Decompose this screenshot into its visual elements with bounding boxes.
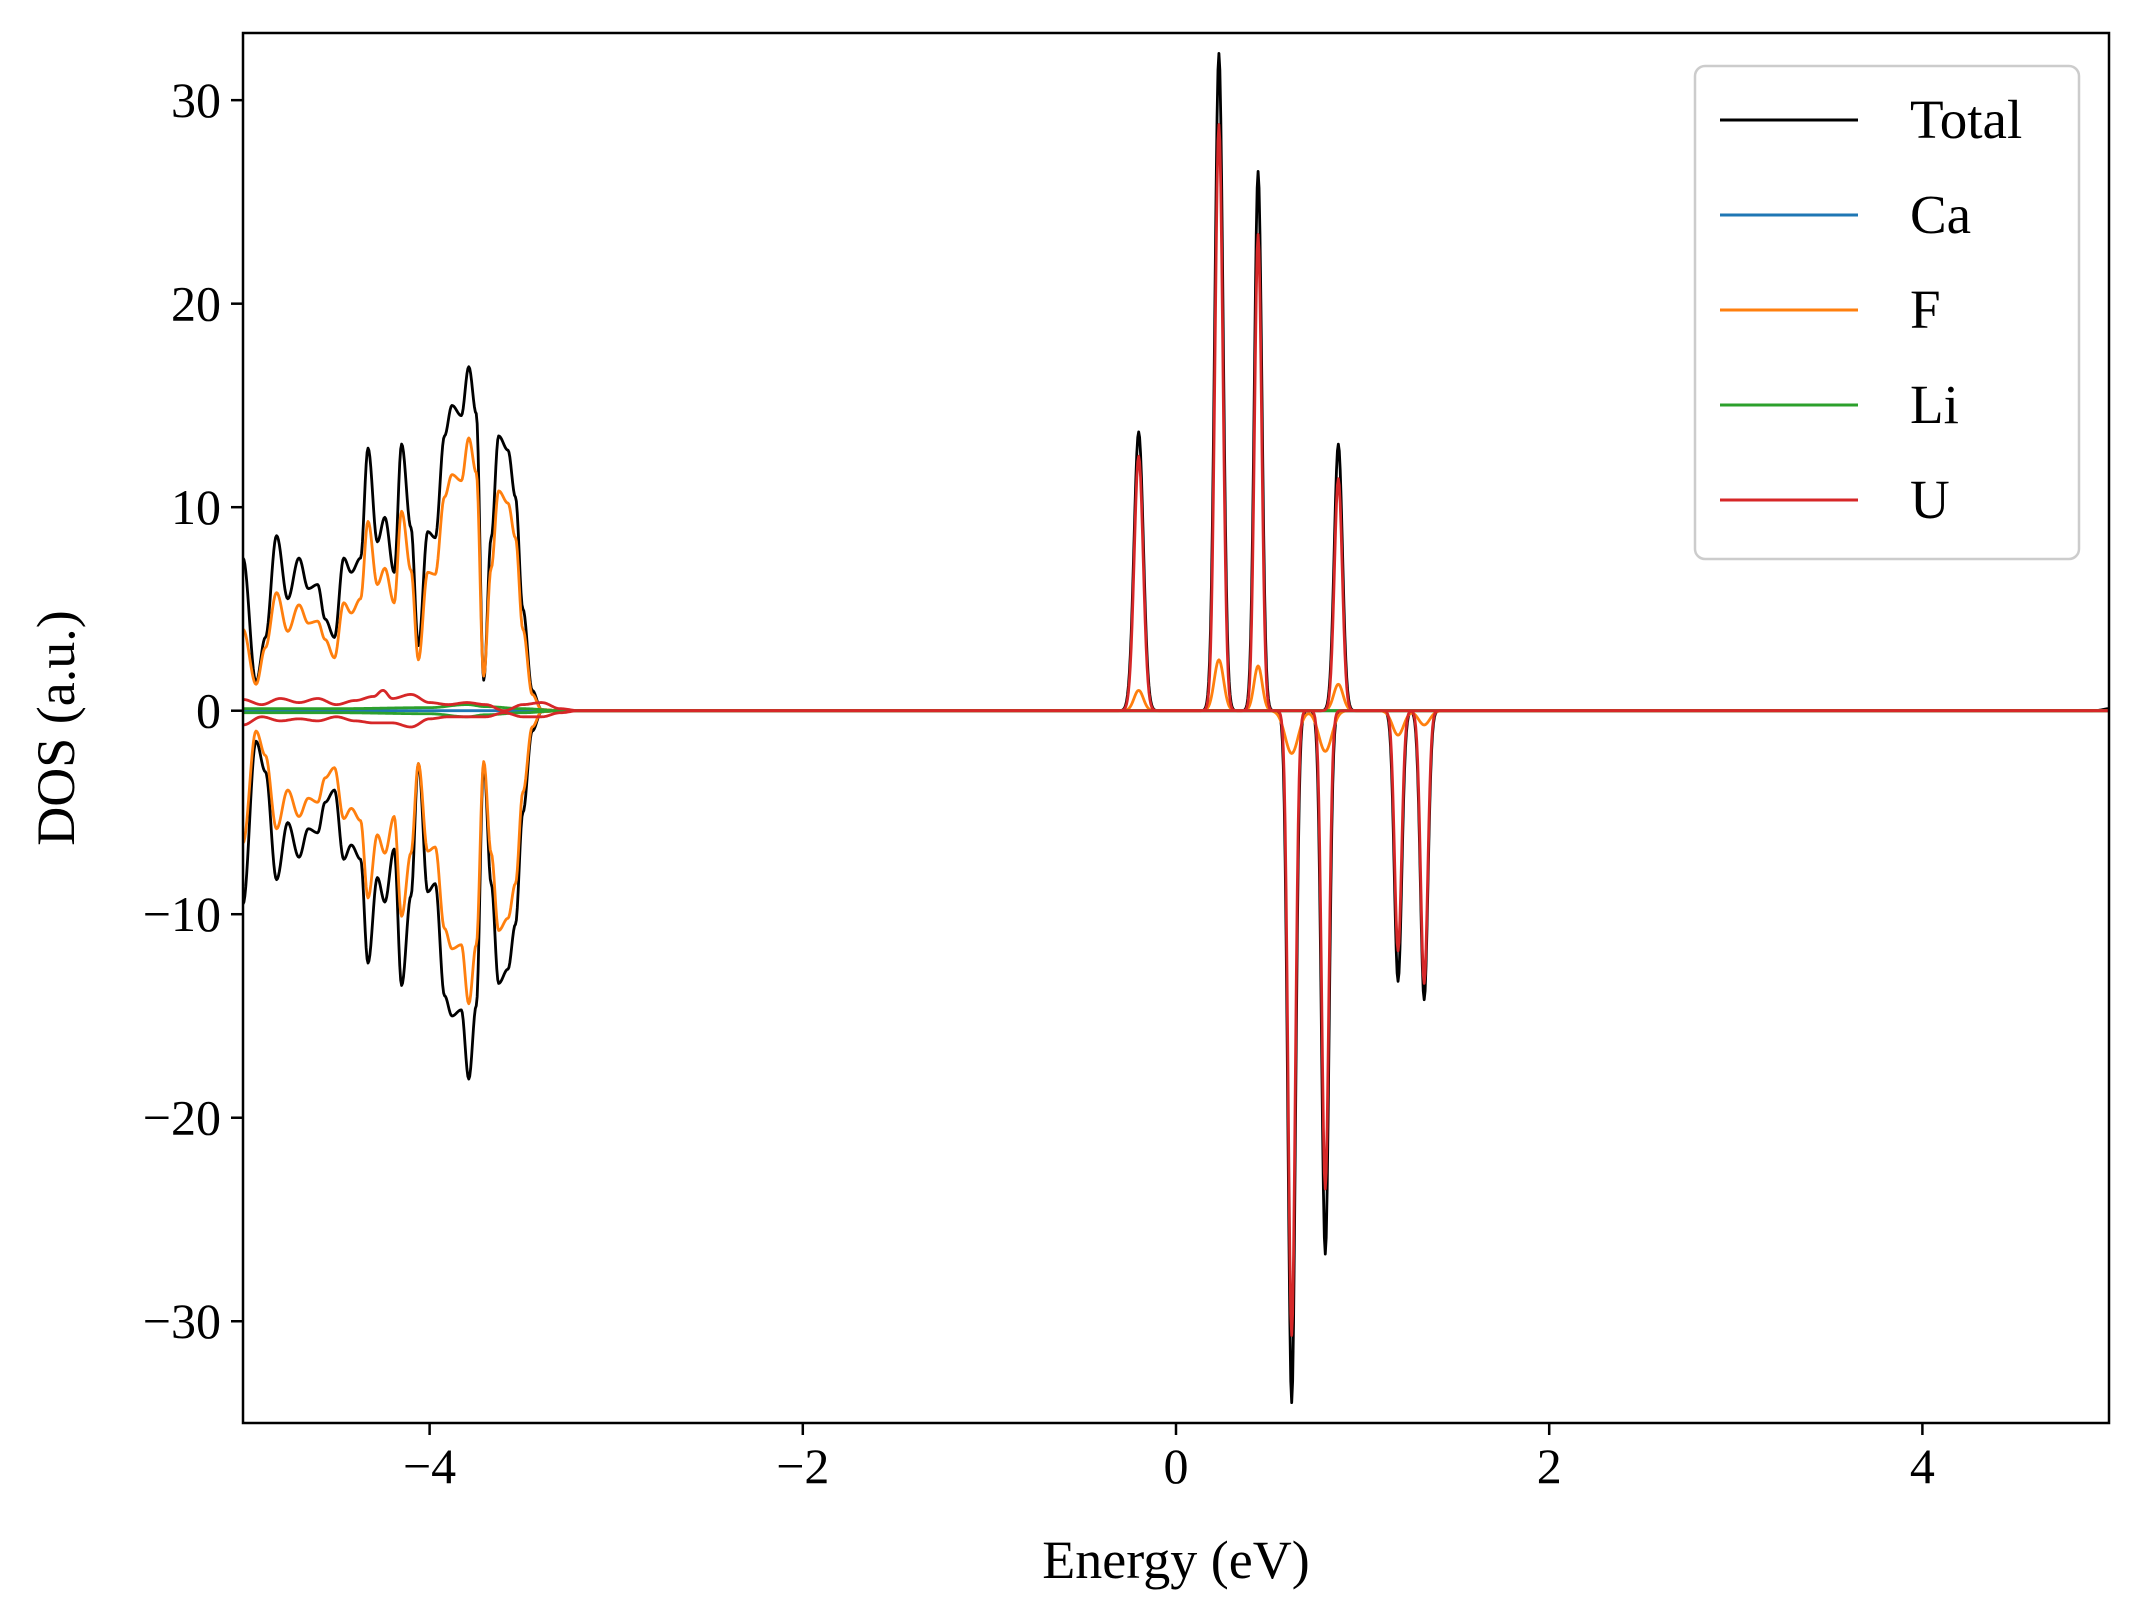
legend-label-li: Li (1910, 374, 1959, 435)
x-tick-label: 4 (1910, 1438, 1935, 1494)
legend-label-total: Total (1910, 89, 2022, 150)
y-tick-label: −10 (143, 886, 221, 942)
legend-label-f: F (1910, 279, 1941, 340)
series-layer (243, 51, 2109, 1405)
x-tick-label: −4 (403, 1438, 456, 1494)
x-tick-label: 2 (1537, 1438, 1562, 1494)
y-tick-label: 20 (171, 276, 221, 332)
series-u-spin-down-line (243, 709, 2109, 1337)
y-axis-label: DOS (a.u.) (26, 610, 86, 845)
y-tick-label: 30 (171, 72, 221, 128)
x-tick-label: −2 (776, 1438, 829, 1494)
y-tick-label: 0 (196, 683, 221, 739)
x-tick-label: 0 (1164, 1438, 1189, 1494)
y-tick-label: −30 (143, 1293, 221, 1349)
y-tick-label: 10 (171, 479, 221, 535)
legend-box (1693, 64, 2081, 561)
y-tick-label: −20 (143, 1090, 221, 1146)
legend-label-u: U (1910, 469, 1950, 530)
legend: Total Ca F Li U (1693, 64, 2081, 561)
x-axis-label: Energy (eV) (1042, 1530, 1309, 1590)
legend-label-ca: Ca (1910, 184, 1971, 245)
